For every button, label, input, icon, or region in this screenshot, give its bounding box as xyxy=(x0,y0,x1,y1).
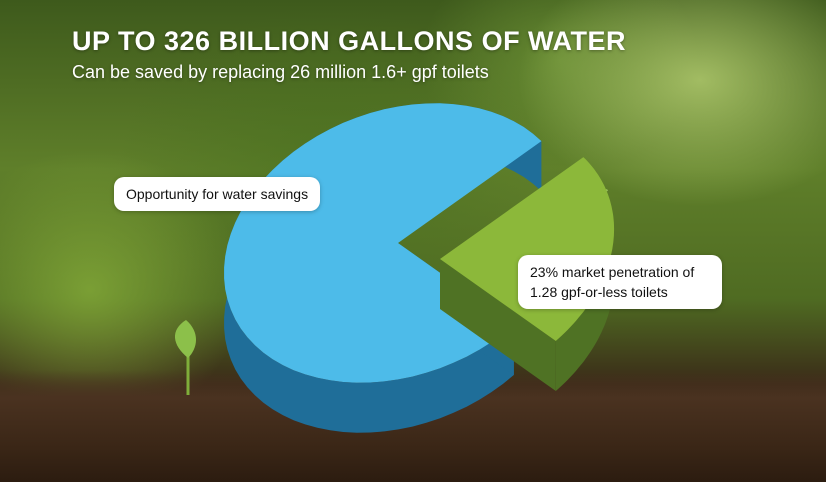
slice-cut-face-market-penetration xyxy=(440,259,556,392)
slice-label-market-penetration: 23% market penetration of 1.28 gpf-or-le… xyxy=(518,255,722,309)
page-subtitle: Can be saved by replacing 26 million 1.6… xyxy=(72,62,489,82)
slice-label-water-savings: Opportunity for water savings xyxy=(114,177,321,211)
page-title: UP TO 326 BILLION GALLONS OF WATER xyxy=(72,26,627,56)
seedling-left xyxy=(174,320,196,395)
